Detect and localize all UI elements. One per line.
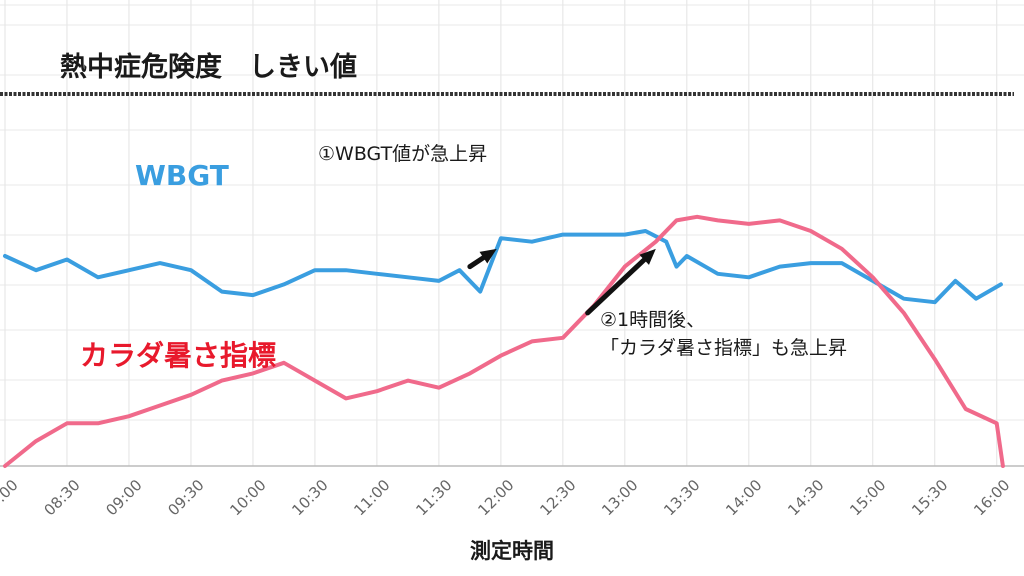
annotation-arrows [467, 248, 656, 316]
x-tick-label-15: 15:30 [908, 476, 951, 519]
x-tick-label-8: 12:00 [474, 476, 517, 519]
x-tick-label-0: 08:00 [0, 476, 22, 519]
x-tick-label-6: 11:00 [350, 476, 393, 519]
x-tick-label-3: 09:30 [164, 476, 207, 519]
x-tick-label-16: 16:00 [970, 476, 1013, 519]
x-tick-label-2: 09:00 [102, 476, 145, 519]
series-label-body: カラダ暑さ指標 [80, 339, 276, 372]
series-label-wbgt: WBGT [135, 159, 229, 192]
series-group [3, 214, 1005, 468]
series-line-1 [3, 214, 1005, 468]
x-tick-label-1: 08:30 [40, 476, 83, 519]
x-tick-label-5: 10:30 [288, 476, 331, 519]
annotation-1-text: ①WBGT値が急上昇 [318, 143, 487, 165]
chart-title: 熱中症危険度 しきい値 [60, 51, 357, 83]
annotation-2-line-1: ②1時間後、 [600, 309, 705, 331]
x-tick-label-7: 11:30 [412, 476, 455, 519]
annotation-2-arrowhead [639, 248, 656, 265]
x-tick-label-13: 14:30 [784, 476, 827, 519]
x-tick-labels: 08:00 08:30 09:00 09:30 10:00 10:30 11:00 11:30… [0, 476, 1013, 519]
series-line-0 [3, 229, 1003, 305]
x-axis-label: 測定時間 [470, 539, 554, 563]
x-tick-label-14: 15:00 [846, 476, 889, 519]
x-tick-label-12: 14:00 [722, 476, 765, 519]
x-tick-label-9: 12:30 [536, 476, 579, 519]
x-tick-label-11: 13:30 [660, 476, 703, 519]
x-tick-label-4: 10:00 [226, 476, 269, 519]
annotation-2-line-2: 「カラダ暑さ指標」も急上昇 [600, 337, 847, 359]
annotation-2-arrow [585, 257, 647, 316]
annotation-1-arrowhead [479, 248, 497, 264]
annotation-1-arrow [467, 255, 486, 270]
x-tick-label-10: 13:00 [598, 476, 641, 519]
